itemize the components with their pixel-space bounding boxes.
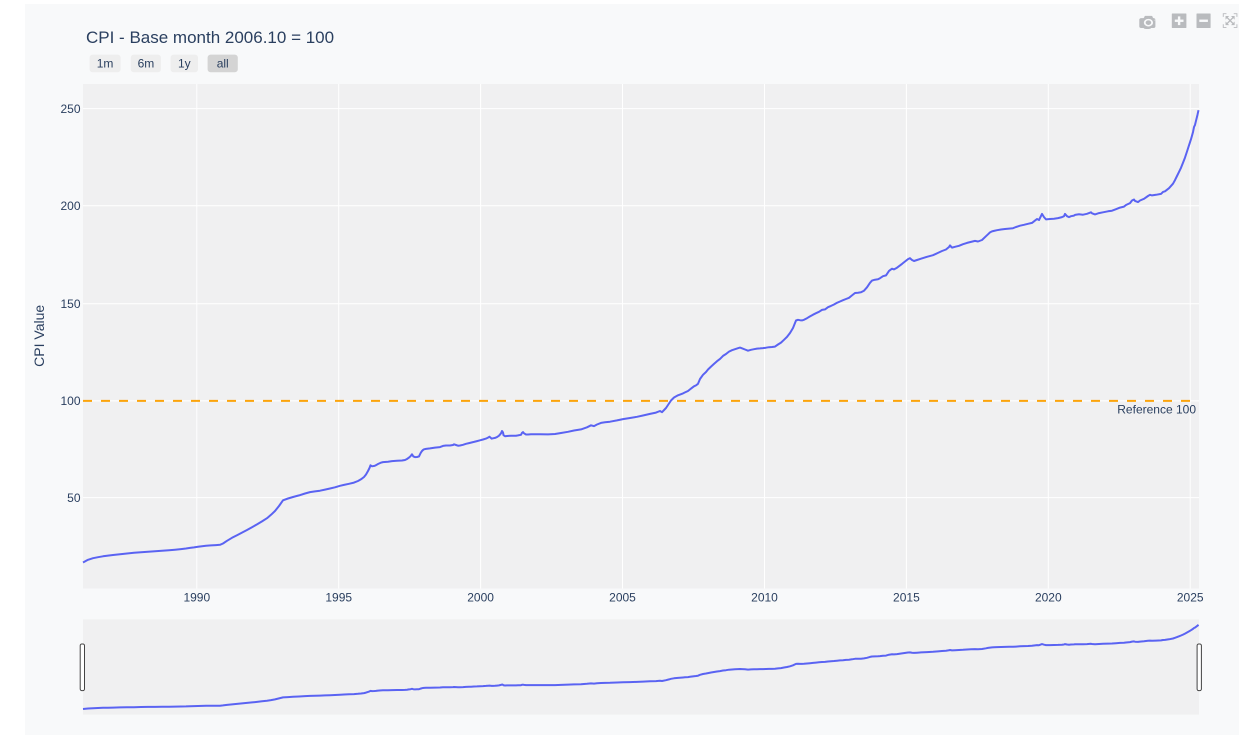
svg-text:CPI - Base month 2006.10 = 100: CPI - Base month 2006.10 = 100 — [86, 28, 334, 47]
svg-text:6m: 6m — [138, 56, 155, 70]
svg-text:200: 200 — [60, 199, 80, 213]
svg-text:1y: 1y — [178, 56, 191, 70]
svg-text:2015: 2015 — [893, 591, 920, 605]
svg-text:CPI Value: CPI Value — [31, 305, 47, 367]
svg-text:Reference 100: Reference 100 — [1117, 402, 1196, 416]
svg-text:1990: 1990 — [183, 591, 210, 605]
svg-text:100: 100 — [60, 394, 80, 408]
svg-text:2005: 2005 — [609, 591, 636, 605]
svg-text:250: 250 — [60, 102, 80, 116]
svg-text:all: all — [217, 56, 229, 70]
svg-text:2025: 2025 — [1177, 591, 1204, 605]
svg-text:50: 50 — [67, 491, 81, 505]
svg-text:150: 150 — [60, 297, 80, 311]
svg-text:1m: 1m — [97, 56, 114, 70]
svg-text:2010: 2010 — [751, 591, 778, 605]
svg-text:2000: 2000 — [467, 591, 494, 605]
svg-text:2020: 2020 — [1035, 591, 1062, 605]
svg-text:1995: 1995 — [325, 591, 352, 605]
